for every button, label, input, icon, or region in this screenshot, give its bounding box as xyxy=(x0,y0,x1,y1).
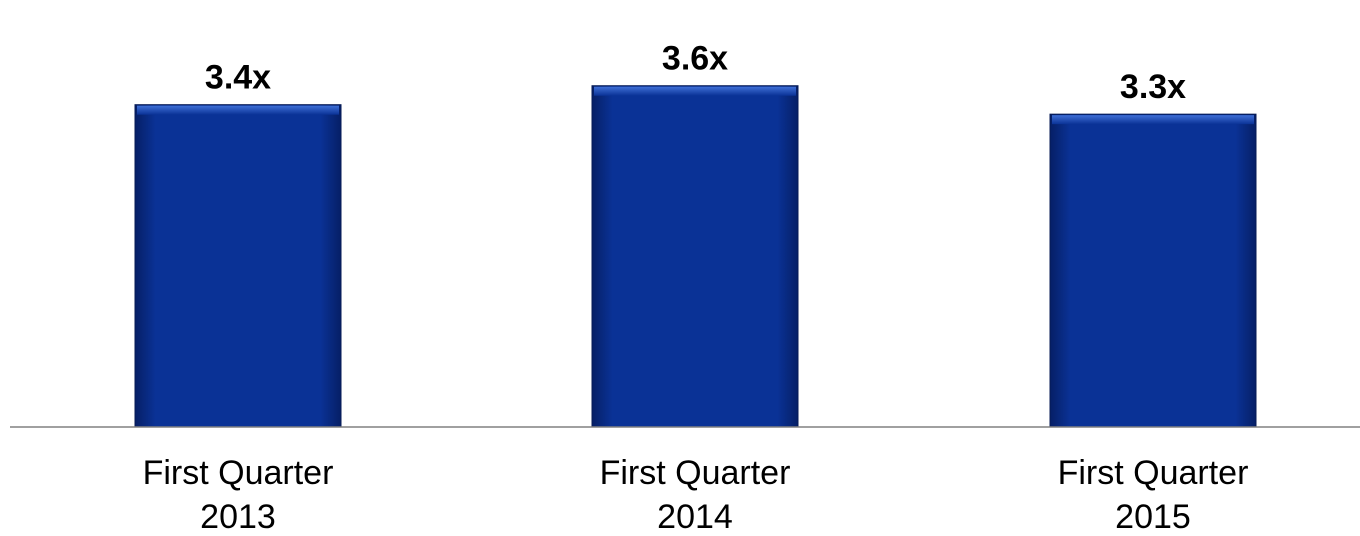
x-tick-label: First Quarter 2014 xyxy=(600,454,791,536)
bar xyxy=(1049,113,1257,428)
data-label: 3.6x xyxy=(662,40,728,78)
x-tick-label: First Quarter 2015 xyxy=(1058,454,1249,536)
bars-layer xyxy=(134,85,1257,428)
bar xyxy=(134,104,342,428)
labels-layer: 3.4x First Quarter 2013 3.6x First Quarter 20… xyxy=(143,40,1249,536)
x-tick-label-line: 2013 xyxy=(200,498,276,536)
x-tick-label: First Quarter 2013 xyxy=(143,454,334,536)
x-tick-label-line: First Quarter xyxy=(1058,454,1249,492)
bar xyxy=(591,85,799,428)
bar-group xyxy=(1049,113,1257,428)
bar-highlight xyxy=(137,105,339,115)
x-tick-label-line: First Quarter xyxy=(143,454,334,492)
data-label: 3.4x xyxy=(205,59,271,97)
bar-highlight xyxy=(594,86,796,96)
x-tick-label-line: First Quarter xyxy=(600,454,791,492)
bar-group xyxy=(591,85,799,428)
bar-highlight xyxy=(1052,115,1254,125)
data-label: 3.3x xyxy=(1120,68,1186,106)
x-tick-label-line: 2014 xyxy=(657,498,733,536)
x-tick-label-line: 2015 xyxy=(1115,498,1191,536)
bar-group xyxy=(134,104,342,428)
